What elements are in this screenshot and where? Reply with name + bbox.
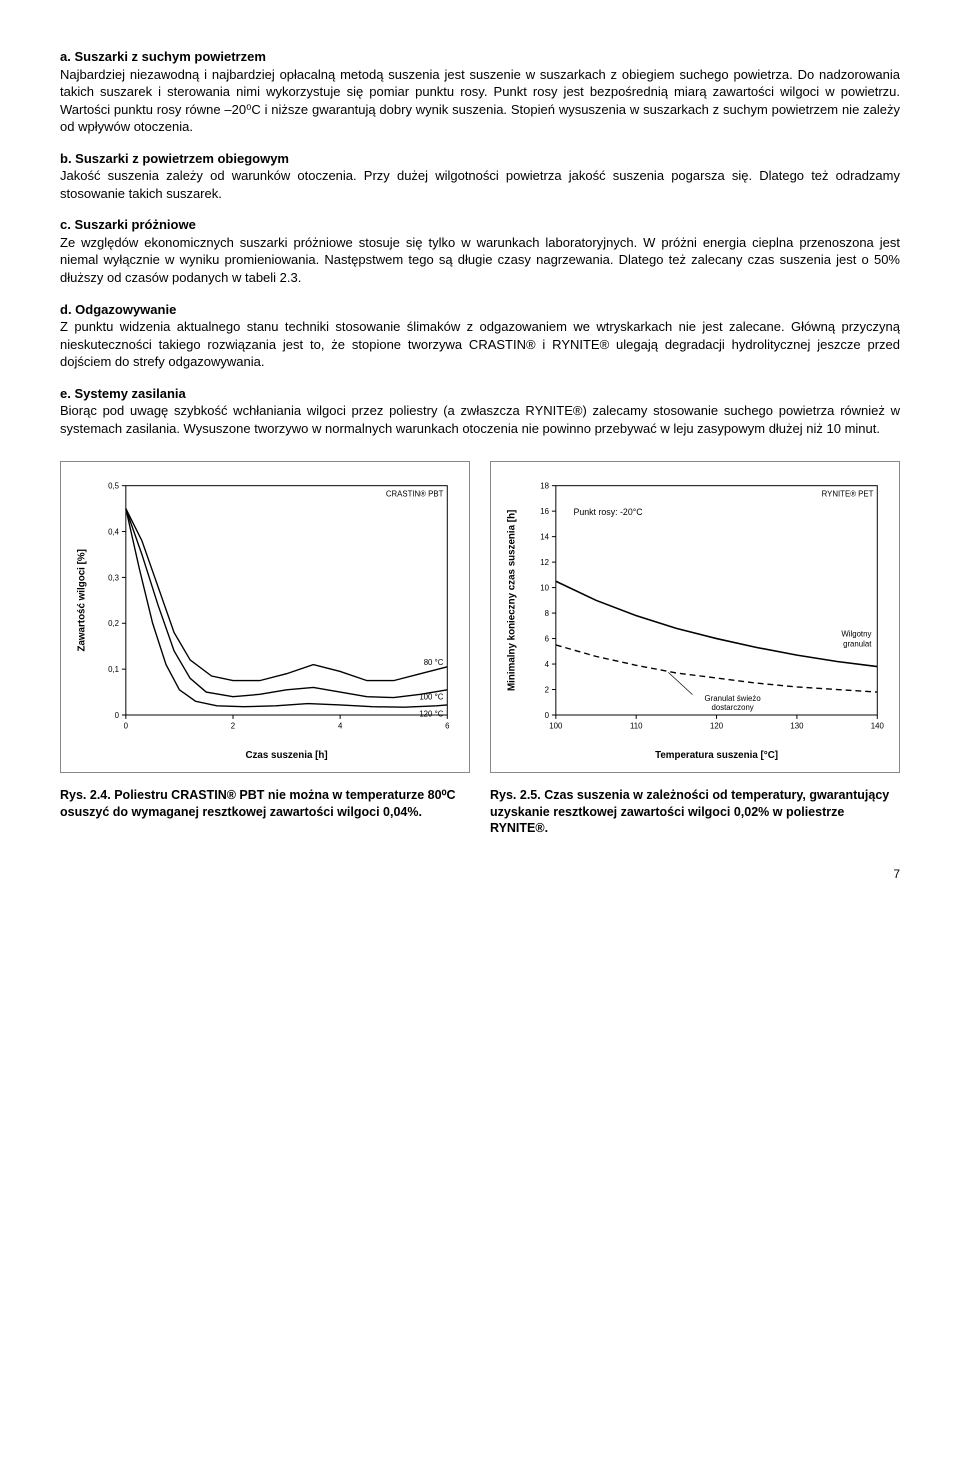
caption-right-fig: Rys. 2.5. xyxy=(490,788,541,802)
svg-text:2: 2 xyxy=(545,686,549,695)
svg-text:granulat: granulat xyxy=(843,640,872,649)
section-e: e. Systemy zasilania Biorąc pod uwagę sz… xyxy=(60,385,900,438)
svg-text:16: 16 xyxy=(540,507,549,516)
body-b: Jakość suszenia zależy od warunków otocz… xyxy=(60,168,900,201)
section-b: b. Suszarki z powietrzem obiegowym Jakoś… xyxy=(60,150,900,203)
svg-text:6: 6 xyxy=(445,722,450,731)
charts-row: 0 0,1 0,2 0,3 0,4 0,5 0 2 4 6 Czas suszenia [h] Zaw… xyxy=(60,461,900,773)
svg-text:Granulat świeżo: Granulat świeżo xyxy=(705,694,762,703)
svg-text:0: 0 xyxy=(115,711,120,720)
svg-text:Temperatura suszenia [°C]: Temperatura suszenia [°C] xyxy=(655,751,778,762)
svg-text:100: 100 xyxy=(549,722,563,731)
svg-text:Czas suszenia [h]: Czas suszenia [h] xyxy=(245,751,327,762)
caption-left: Rys. 2.4. Poliestru CRASTIN® PBT nie moż… xyxy=(60,787,470,836)
caption-left-fig: Rys. 2.4. xyxy=(60,788,111,802)
section-d: d. Odgazowywanie Z punktu widzenia aktua… xyxy=(60,301,900,371)
body-c: Ze względów ekonomicznych suszarki próżn… xyxy=(60,235,900,285)
svg-text:Zawartość wilgoci [%]: Zawartość wilgoci [%] xyxy=(77,550,88,652)
svg-text:CRASTIN® PBT: CRASTIN® PBT xyxy=(386,490,444,499)
svg-text:12: 12 xyxy=(540,558,549,567)
chart-left: 0 0,1 0,2 0,3 0,4 0,5 0 2 4 6 Czas suszenia [h] Zaw… xyxy=(69,470,461,764)
svg-text:110: 110 xyxy=(630,722,643,731)
svg-text:10: 10 xyxy=(540,584,549,593)
caption-right-text: Czas suszenia w zależności od temperatur… xyxy=(490,788,889,835)
svg-text:6: 6 xyxy=(545,635,550,644)
heading-e: e. Systemy zasilania xyxy=(60,386,186,401)
svg-text:100 °C: 100 °C xyxy=(419,693,443,702)
heading-c: c. Suszarki próżniowe xyxy=(60,217,196,232)
svg-text:2: 2 xyxy=(231,722,235,731)
caption-left-text: Poliestru CRASTIN® PBT nie można w tempe… xyxy=(60,788,456,818)
svg-text:4: 4 xyxy=(545,660,550,669)
svg-text:120: 120 xyxy=(710,722,724,731)
body-d: Z punktu widzenia aktualnego stanu techn… xyxy=(60,319,900,369)
svg-text:RYNITE® PET: RYNITE® PET xyxy=(822,490,874,499)
svg-text:18: 18 xyxy=(540,482,549,491)
svg-text:8: 8 xyxy=(545,609,550,618)
svg-text:120 °C: 120 °C xyxy=(419,710,443,719)
chart-left-box: 0 0,1 0,2 0,3 0,4 0,5 0 2 4 6 Czas suszenia [h] Zaw… xyxy=(60,461,470,773)
captions-row: Rys. 2.4. Poliestru CRASTIN® PBT nie moż… xyxy=(60,787,900,836)
chart-right: 0 2 4 6 8 10 12 14 16 18 100 110 120 130 140 Temperatur… xyxy=(499,470,891,764)
section-a: a. Suszarki z suchym powietrzem Najbardz… xyxy=(60,48,900,136)
page-number: 7 xyxy=(60,866,900,882)
heading-b: b. Suszarki z powietrzem obiegowym xyxy=(60,151,289,166)
caption-right: Rys. 2.5. Czas suszenia w zależności od … xyxy=(490,787,900,836)
svg-text:Minimalny konieczny czas susze: Minimalny konieczny czas suszenia [h] xyxy=(507,510,518,691)
body-a: Najbardziej niezawodną i najbardziej opł… xyxy=(60,67,900,135)
svg-text:0,3: 0,3 xyxy=(108,574,120,583)
svg-text:dostarczony: dostarczony xyxy=(712,703,754,712)
svg-text:0,4: 0,4 xyxy=(108,528,120,537)
chart-right-box: 0 2 4 6 8 10 12 14 16 18 100 110 120 130 140 Temperatur… xyxy=(490,461,900,773)
heading-a: a. Suszarki z suchym powietrzem xyxy=(60,49,266,64)
svg-text:Punkt rosy: -20°C: Punkt rosy: -20°C xyxy=(573,507,643,517)
svg-text:14: 14 xyxy=(540,533,549,542)
section-c: c. Suszarki próżniowe Ze względów ekonom… xyxy=(60,216,900,286)
svg-text:0,1: 0,1 xyxy=(108,665,119,674)
svg-text:140: 140 xyxy=(871,722,885,731)
heading-d: d. Odgazowywanie xyxy=(60,302,176,317)
svg-text:0: 0 xyxy=(124,722,129,731)
svg-text:4: 4 xyxy=(338,722,343,731)
svg-text:0: 0 xyxy=(545,711,550,720)
svg-text:0,2: 0,2 xyxy=(108,620,119,629)
svg-text:80 °C: 80 °C xyxy=(424,658,444,667)
body-e: Biorąc pod uwagę szybkość wchłaniania wi… xyxy=(60,403,900,436)
svg-text:130: 130 xyxy=(790,722,804,731)
svg-text:0,5: 0,5 xyxy=(108,482,120,491)
svg-text:Wilgotny: Wilgotny xyxy=(841,630,871,639)
